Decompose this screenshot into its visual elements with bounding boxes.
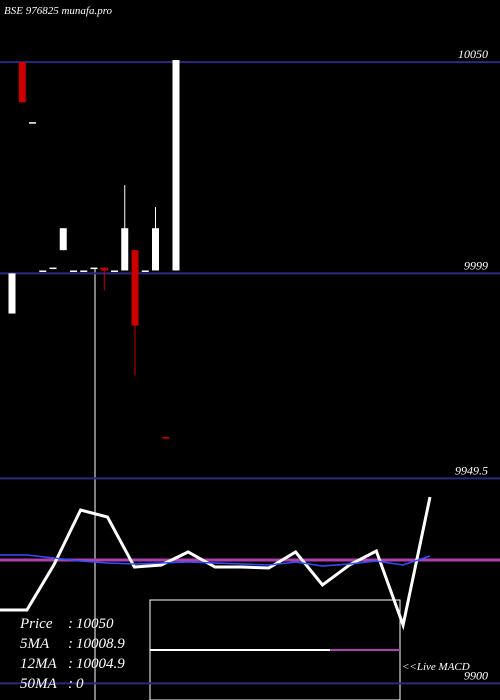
stat-sep: : <box>68 656 73 672</box>
stat-value: 10050 <box>76 616 114 632</box>
stat-sep: : <box>68 676 73 692</box>
candle-body <box>152 228 159 271</box>
y-tick-label: 9900 <box>464 668 488 682</box>
candle-body <box>70 270 77 272</box>
candle-body <box>100 267 108 271</box>
candle-body <box>90 267 98 270</box>
macd-label: <<Live MACD <box>402 661 470 673</box>
y-tick-label: 9999 <box>464 258 488 272</box>
stat-label: 5MA <box>20 636 50 652</box>
candle-body <box>29 122 36 124</box>
stat-label: Price <box>19 616 53 632</box>
stat-value: 10008.9 <box>76 636 125 652</box>
stat-value: 0 <box>76 676 84 692</box>
stat-label: 50MA <box>20 676 57 692</box>
y-tick-label: 10050 <box>458 47 488 61</box>
stat-value: 10004.9 <box>76 656 125 672</box>
candle-body <box>18 62 26 103</box>
macd-line <box>0 554 431 567</box>
candle-body <box>162 436 170 439</box>
candle-body <box>111 270 118 272</box>
chart-title: BSE 976825 munafa.pro <box>4 5 113 17</box>
candle-body <box>49 267 57 270</box>
candle-body <box>59 228 67 251</box>
candle-body <box>121 228 129 271</box>
stat-sep: : <box>68 616 73 632</box>
stat-sep: : <box>68 636 73 652</box>
candle-body <box>80 270 88 272</box>
candle-body <box>131 250 139 326</box>
candle-body <box>141 270 149 272</box>
macd-line <box>0 496 432 631</box>
y-tick-label: 9949.5 <box>455 463 488 477</box>
stat-label: 12MA <box>20 656 57 672</box>
candle-body <box>8 273 16 314</box>
candle-body <box>172 60 180 271</box>
candle-body <box>39 270 47 272</box>
